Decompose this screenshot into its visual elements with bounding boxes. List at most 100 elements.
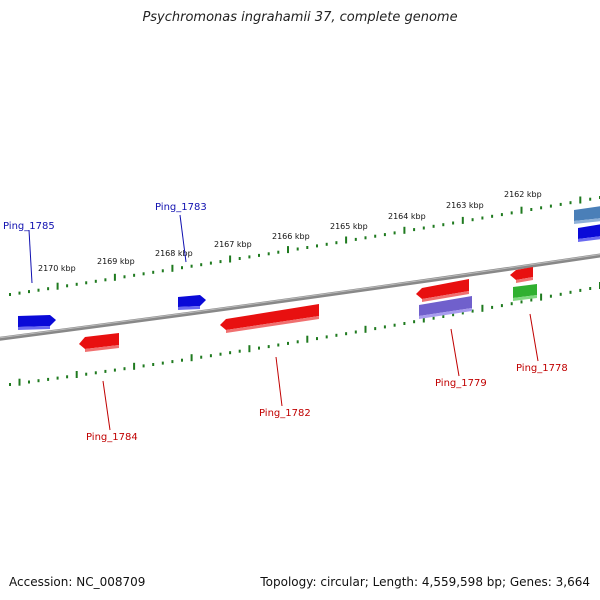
outer-major-tick [520,206,523,214]
inner-minor-tick [500,304,503,308]
outer-major-tick [461,216,464,224]
inner-minor-tick [589,287,592,290]
callout-line-ping-1779 [450,328,460,377]
outer-minor-tick [133,273,136,277]
gene-right-edge-steelblue[interactable] [574,206,600,224]
inner-minor-tick [316,337,318,341]
outer-minor-tick [37,288,40,292]
gene-ping-1778[interactable] [510,267,533,283]
inner-minor-tick [325,335,328,339]
inner-tick-track [9,282,600,386]
gene-ping-1782[interactable] [220,304,319,333]
outer-minor-tick [481,216,484,220]
gene-ping-1783[interactable] [178,295,206,310]
outer-minor-tick [540,206,543,210]
inner-minor-tick [104,369,107,373]
kbp-label: 2167 kbp [214,240,252,249]
inner-minor-tick [296,340,299,344]
callout-line-ping-1782 [275,356,283,407]
callout-line-ping-1785 [28,229,33,284]
inner-minor-tick [113,368,116,372]
gene-ping-1785[interactable] [18,315,56,330]
genome-backbone-highlight [0,253,600,339]
outer-minor-tick [200,263,203,267]
outer-major-tick [403,226,406,234]
inner-minor-tick [142,364,145,368]
inner-minor-tick [28,380,30,384]
inner-minor-tick [374,327,377,331]
inner-minor-tick [403,322,406,325]
outer-minor-tick [500,213,503,217]
callout-line-ping-1784 [102,380,111,431]
outer-major-tick [579,196,582,204]
gene-ping-1779-rna[interactable] [419,296,472,319]
inner-minor-tick [267,345,270,349]
inner-minor-tick [491,305,494,309]
inner-minor-tick [161,361,164,365]
outer-minor-tick [161,269,164,273]
inner-minor-tick [452,313,455,317]
inner-major-tick [18,378,21,386]
outer-minor-tick [181,266,183,270]
outer-minor-tick [94,279,97,283]
inner-minor-tick [559,292,562,296]
inner-minor-tick [277,343,280,347]
callout-line-ping-1778 [529,313,539,362]
inner-minor-tick [510,302,513,306]
outer-minor-tick [393,231,396,235]
outer-minor-tick [104,278,107,282]
outer-minor-tick [442,223,445,227]
inner-major-tick [481,304,484,312]
outer-minor-tick [306,246,309,249]
outer-minor-tick [219,260,222,264]
outer-minor-tick [277,250,280,254]
inner-minor-tick [393,323,396,327]
inner-major-tick [540,293,543,301]
outer-minor-tick [383,233,386,237]
outer-minor-tick [190,264,193,268]
inner-minor-tick [171,360,174,364]
outer-minor-tick [569,201,572,205]
outer-minor-tick [364,236,367,240]
outer-major-tick [171,264,174,272]
outer-minor-tick [152,270,155,274]
gene-label-ping-1785[interactable]: Ping_1785 [3,221,55,232]
outer-minor-tick [471,218,474,222]
inner-minor-tick [345,332,348,336]
gene-ping-1779[interactable] [416,279,469,302]
outer-minor-tick [432,224,435,228]
outer-minor-tick [335,241,338,245]
callout-line-ping-1783 [179,214,187,263]
inner-minor-tick [229,351,232,355]
gene-right-edge-blue[interactable] [578,224,600,242]
inner-minor-tick [66,375,69,379]
outer-major-tick [345,236,348,244]
outer-minor-tick [209,261,212,265]
gene-label-ping-1783[interactable]: Ping_1783 [155,202,207,213]
outer-minor-tick [9,293,11,296]
outer-minor-tick [66,284,69,288]
kbp-label: 2170 kbp [38,264,76,273]
gene-label-ping-1778[interactable]: Ping_1778 [516,363,568,374]
gene-label-ping-1779[interactable]: Ping_1779 [435,378,487,389]
inner-minor-tick [471,309,474,313]
kbp-label: 2164 kbp [388,212,426,221]
gene-ping-1778-other[interactable] [513,284,537,301]
gene-label-ping-1784[interactable]: Ping_1784 [86,432,138,443]
inner-minor-tick [258,346,260,350]
gene-ping-1784[interactable] [79,333,119,352]
outer-minor-tick [413,228,416,232]
outer-minor-tick [47,287,50,291]
inner-minor-tick [56,376,59,380]
gene-label-ping-1782[interactable]: Ping_1782 [259,408,311,419]
outer-major-tick [229,255,232,263]
outer-minor-tick [325,242,328,246]
kbp-label: 2169 kbp [97,257,135,266]
inner-minor-tick [461,311,464,315]
outer-minor-tick [258,253,260,257]
inner-minor-tick [287,341,289,345]
inner-major-tick [306,335,309,343]
inner-minor-tick [520,300,523,304]
inner-minor-tick [37,379,40,383]
